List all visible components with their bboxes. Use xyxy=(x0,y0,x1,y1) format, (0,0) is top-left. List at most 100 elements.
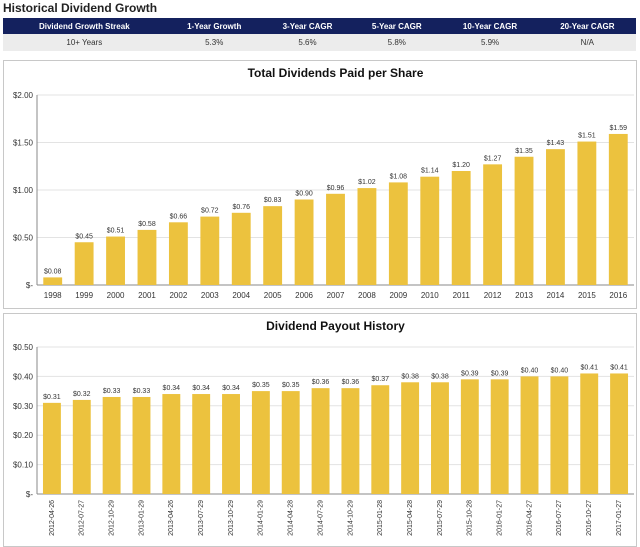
data-label: $0.96 xyxy=(327,185,345,192)
data-label: $0.33 xyxy=(103,388,121,395)
x-tick-label: 2014-10-29 xyxy=(347,500,354,536)
x-tick-label: 2016-01-27 xyxy=(497,500,504,536)
data-label: $0.66 xyxy=(170,213,188,220)
data-label: $0.37 xyxy=(372,376,390,383)
bar xyxy=(294,199,314,285)
data-label: $1.51 xyxy=(578,133,596,140)
x-tick-label: 2016 xyxy=(609,291,627,300)
bar xyxy=(371,385,390,494)
data-label: $0.41 xyxy=(580,364,598,371)
x-tick-label: 2008 xyxy=(358,291,376,300)
bar xyxy=(311,388,330,494)
chart-title: Total Dividends Paid per Share xyxy=(248,66,424,80)
bar xyxy=(326,193,345,285)
x-tick-label: 2006 xyxy=(295,291,313,300)
data-label: $0.58 xyxy=(138,221,156,228)
bar xyxy=(460,379,479,494)
y-tick-label: $- xyxy=(26,490,33,499)
x-tick-label: 2011 xyxy=(453,291,471,300)
data-label: $0.72 xyxy=(201,208,219,215)
bar xyxy=(168,222,188,285)
header-5-year-cagr: 5-Year CAGR xyxy=(352,18,442,34)
bar xyxy=(431,382,449,494)
x-tick-label: 2003 xyxy=(201,291,219,300)
page-title: Historical Dividend Growth xyxy=(3,1,158,15)
data-label: $0.45 xyxy=(75,233,93,240)
bar xyxy=(106,236,125,285)
x-tick-label: 2014-07-29 xyxy=(317,500,324,536)
x-tick-label: 2007 xyxy=(327,291,345,300)
cell-3-year-cagr: 5.6% xyxy=(262,34,353,51)
x-tick-label: 2015-01-28 xyxy=(377,500,384,536)
cell-1-year-growth: 5.3% xyxy=(165,34,263,51)
data-label: $1.02 xyxy=(358,179,376,186)
bar xyxy=(263,206,283,285)
x-tick-label: 2017-01-27 xyxy=(616,500,623,536)
y-tick-label: $2.00 xyxy=(13,91,34,100)
data-label: $1.14 xyxy=(421,168,439,175)
x-tick-label: 2002 xyxy=(169,291,187,300)
x-tick-label: 2000 xyxy=(107,291,125,300)
bar xyxy=(231,212,251,285)
bar xyxy=(514,156,534,285)
data-label: $0.76 xyxy=(232,204,250,211)
x-tick-label: 2015 xyxy=(578,291,596,300)
bar xyxy=(490,379,509,494)
x-tick-label: 2013-07-29 xyxy=(198,500,205,536)
x-tick-label: 2014-04-28 xyxy=(288,500,295,536)
data-label: $1.59 xyxy=(610,125,628,132)
bar xyxy=(137,229,157,285)
bar xyxy=(388,182,408,285)
data-label: $0.83 xyxy=(264,197,282,204)
header-growth-streak: Dividend Growth Streak xyxy=(3,18,166,34)
y-tick-label: $0.50 xyxy=(13,234,34,243)
data-label: $0.40 xyxy=(551,367,569,374)
data-label: $0.39 xyxy=(491,370,509,377)
x-tick-label: 2013-04-26 xyxy=(168,500,175,536)
bar xyxy=(74,242,94,285)
x-tick-label: 2016-10-27 xyxy=(586,500,593,536)
data-label: $0.34 xyxy=(222,385,240,392)
data-label: $0.34 xyxy=(192,385,210,392)
table-row: 10+ Years 5.3% 5.6% 5.8% 5.9% N/A xyxy=(3,34,636,51)
y-tick-label: $- xyxy=(26,281,33,290)
total-dividends-chart: Total Dividends Paid per Share $- $0.50 $1.… xyxy=(13,66,634,300)
cell-growth-streak: 10+ Years xyxy=(3,34,166,51)
x-tick-label: 1998 xyxy=(44,291,62,300)
bar xyxy=(577,141,597,285)
data-label: $0.34 xyxy=(163,385,181,392)
x-tick-label: 2012 xyxy=(484,291,502,300)
cell-5-year-cagr: 5.8% xyxy=(352,34,442,51)
data-label: $0.39 xyxy=(461,370,479,377)
bar xyxy=(341,388,360,494)
x-tick-label: 1999 xyxy=(75,291,93,300)
data-label: $0.32 xyxy=(73,391,91,398)
x-tick-label: 2012-10-29 xyxy=(108,500,115,536)
x-tick-label: 2013-01-29 xyxy=(138,500,145,536)
data-label: $1.20 xyxy=(452,162,470,169)
data-label: $0.51 xyxy=(107,228,125,235)
data-label: $1.08 xyxy=(390,173,408,180)
bar xyxy=(281,391,300,494)
header-10-year-cagr: 10-Year CAGR xyxy=(441,18,539,34)
header-20-year-cagr: 20-Year CAGR xyxy=(538,18,636,34)
x-tick-label: 2015-04-28 xyxy=(407,500,414,536)
header-1-year-growth: 1-Year Growth xyxy=(165,18,263,34)
data-label: $0.35 xyxy=(252,382,270,389)
x-tick-label: 2004 xyxy=(232,291,250,300)
y-tick-label: $0.20 xyxy=(13,431,34,440)
bar xyxy=(72,399,91,494)
bar xyxy=(162,394,181,494)
x-tick-label: 2001 xyxy=(138,291,156,300)
total-dividends-chart-panel: Total Dividends Paid per Share $- $0.50 $1.… xyxy=(3,60,637,309)
bar xyxy=(102,396,121,494)
bar xyxy=(520,376,539,494)
bar xyxy=(546,149,565,285)
data-label: $0.31 xyxy=(43,394,61,401)
cell-10-year-cagr: 5.9% xyxy=(441,34,539,51)
x-tick-label: 2016-04-27 xyxy=(526,500,533,536)
data-label: $0.36 xyxy=(312,379,330,386)
bar xyxy=(222,394,240,494)
y-tick-label: $1.50 xyxy=(13,139,34,148)
data-label: $1.43 xyxy=(547,140,565,147)
